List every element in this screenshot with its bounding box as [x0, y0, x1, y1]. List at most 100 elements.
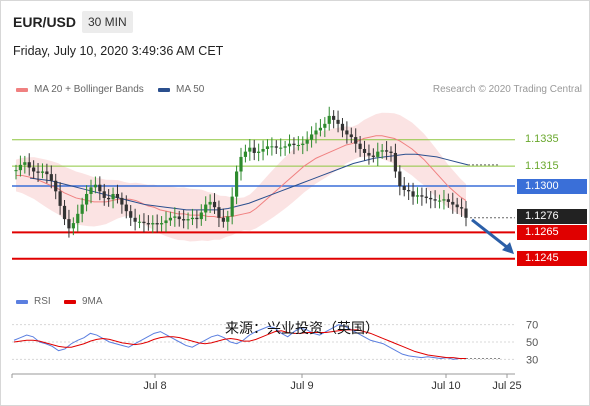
- timeframe-badge[interactable]: 30 MIN: [82, 11, 133, 33]
- legend-ma20: MA 20 + Bollinger Bands: [16, 84, 144, 95]
- candle-body: [54, 180, 58, 192]
- candle-body: [190, 217, 195, 220]
- legend-ma9-label: 9MA: [82, 296, 103, 307]
- candle-body: [358, 143, 362, 149]
- candle-body: [407, 190, 411, 192]
- candle-body: [464, 208, 468, 218]
- candle-body: [49, 174, 53, 181]
- candle-body: [420, 195, 424, 197]
- candle-body: [446, 199, 450, 202]
- candle-body: [393, 152, 398, 172]
- candle-body: [173, 216, 177, 218]
- candle-body: [111, 193, 115, 200]
- x-axis-label: Jul 25: [492, 380, 521, 392]
- candle-body: [239, 156, 243, 172]
- candle-body: [151, 223, 155, 225]
- candle-body: [336, 119, 340, 124]
- candle-body: [80, 204, 84, 214]
- candle-body: [296, 145, 300, 147]
- candle-body: [208, 201, 212, 205]
- rsi-tick-label: 70: [526, 320, 538, 332]
- candle-body: [182, 219, 186, 221]
- candle-body: [314, 130, 318, 135]
- candle-body: [234, 171, 239, 197]
- candle-body: [146, 223, 150, 225]
- candle-body: [186, 219, 190, 221]
- candle-body: [84, 193, 89, 205]
- timestamp: Friday, July 10, 2020 3:49:36 AM CET: [13, 44, 224, 58]
- candle-body: [265, 146, 270, 149]
- candle-body: [415, 195, 420, 197]
- candle-body: [71, 223, 75, 229]
- candle-body: [257, 151, 261, 153]
- legend-rsi: RSI: [16, 296, 51, 307]
- x-axis-label: Jul 10: [431, 380, 460, 392]
- candle-body: [76, 213, 80, 224]
- level-tag-last: 1.1276: [517, 208, 587, 224]
- candle-body: [212, 201, 217, 208]
- candle-body: [102, 191, 106, 198]
- candle-body: [332, 115, 336, 120]
- candle-body: [164, 220, 168, 224]
- candle-body: [433, 199, 437, 201]
- candle-body: [124, 204, 128, 212]
- candle-body: [283, 146, 287, 148]
- candle-body: [18, 164, 23, 171]
- candle-body: [107, 197, 111, 200]
- candle-body: [459, 207, 464, 209]
- candle-body: [451, 201, 455, 205]
- bollinger-band: [16, 112, 466, 242]
- candle-body: [199, 212, 203, 220]
- rsi-tick-label: 30: [526, 354, 538, 366]
- candle-body: [221, 217, 225, 222]
- candle-body: [367, 152, 371, 156]
- rsi-ma-line: [13, 329, 466, 359]
- candle-body: [32, 167, 36, 172]
- ma20-swatch: [16, 87, 28, 92]
- candle-body: [23, 162, 27, 165]
- candle-body: [98, 184, 102, 192]
- ma9-swatch: [64, 299, 76, 304]
- candle-body: [45, 171, 49, 175]
- legend-rsi-label: RSI: [34, 296, 51, 307]
- candle-body: [442, 199, 446, 201]
- candle-body: [14, 170, 18, 172]
- candle-body: [455, 204, 459, 208]
- candle-body: [248, 147, 252, 152]
- forecast-arrow-head: [502, 242, 514, 255]
- candle-body: [243, 151, 248, 157]
- candle-body: [318, 127, 323, 131]
- candle-body: [40, 171, 45, 173]
- credit-text: Research © 2020 Trading Central: [432, 84, 582, 95]
- candle-body: [323, 123, 327, 128]
- candle-body: [195, 217, 199, 220]
- candle-body: [398, 171, 402, 187]
- candle-body: [429, 197, 433, 200]
- candle-body: [389, 151, 393, 153]
- candle-body: [155, 223, 159, 225]
- candle-body: [292, 143, 296, 146]
- ma50-swatch: [158, 87, 170, 92]
- candle-body: [362, 148, 367, 153]
- legend-ma20-label: MA 20 + Bollinger Bands: [34, 84, 144, 95]
- candle-body: [301, 143, 305, 146]
- candle-body: [67, 219, 71, 229]
- candle-body: [380, 150, 384, 152]
- candle-body: [93, 184, 98, 188]
- candle-body: [371, 155, 375, 157]
- candle-body: [287, 143, 292, 147]
- candle-body: [376, 151, 380, 157]
- level-tag-resistance_2: 1.1335: [525, 133, 559, 146]
- candle-body: [309, 134, 314, 140]
- candle-body: [159, 223, 164, 225]
- candle-body: [177, 216, 181, 220]
- candle-body: [27, 162, 31, 168]
- candle-body: [36, 171, 40, 173]
- candle-body: [345, 130, 349, 135]
- candle-body: [58, 191, 62, 206]
- rsi-swatch: [16, 299, 28, 304]
- level-tag-pivot: 1.1300: [517, 178, 587, 194]
- candle-body: [384, 150, 389, 152]
- x-axis-label: Jul 8: [143, 380, 166, 392]
